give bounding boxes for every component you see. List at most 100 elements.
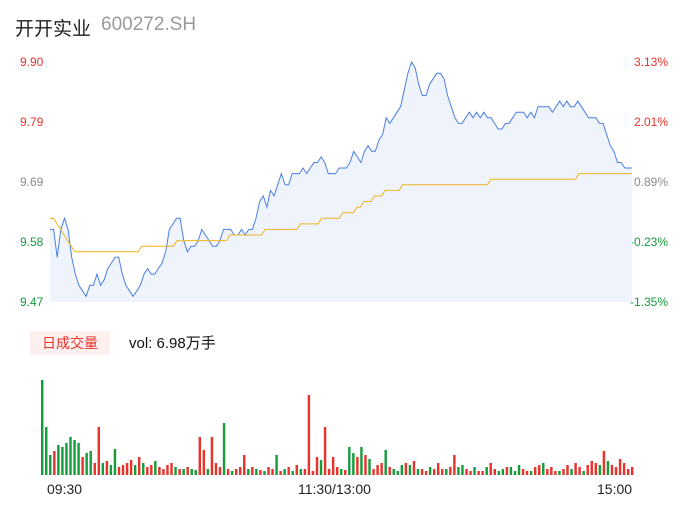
volume-bar <box>137 457 141 475</box>
volume-bar <box>501 469 505 475</box>
time-label-mid: 11:30/13:00 <box>298 481 371 497</box>
pct-label-1: 2.01% <box>633 115 668 129</box>
volume-bar <box>77 443 80 475</box>
price-line <box>50 60 632 298</box>
volume-bar <box>166 465 169 475</box>
volume-bar <box>162 469 165 475</box>
volume-bar <box>457 467 460 475</box>
volume-bar <box>554 471 557 475</box>
volume-bar <box>57 445 60 475</box>
volume-bar <box>610 465 614 475</box>
volume-bar <box>214 463 218 475</box>
volume-bar <box>574 463 577 475</box>
volume-bar <box>125 463 129 475</box>
volume-bar <box>364 455 367 475</box>
volume-bar <box>461 465 464 475</box>
volume-bar <box>206 469 210 475</box>
volume-bar <box>109 465 113 475</box>
volume-bar <box>287 467 290 475</box>
volume-bar <box>533 467 537 475</box>
price-label-3: 9.58 <box>20 235 44 249</box>
volume-bar <box>275 455 278 475</box>
stock-code: 600272.SH <box>101 14 197 35</box>
volume-bar <box>158 467 161 475</box>
volume-bar <box>485 467 488 475</box>
volume-bar <box>348 447 351 475</box>
volume-bar <box>598 465 602 475</box>
volume-bar <box>505 467 509 475</box>
volume-bar <box>497 471 501 475</box>
volume-bar <box>263 471 266 475</box>
volume-bar <box>239 467 242 475</box>
volume-bar <box>121 465 125 475</box>
volume-bar <box>331 457 335 475</box>
volume-bar <box>45 427 48 475</box>
volume-bar <box>295 465 298 475</box>
volume-bar <box>327 469 331 475</box>
volume-bar <box>142 463 145 475</box>
volume-bar <box>283 469 286 475</box>
volume-bar <box>570 469 573 475</box>
volume-bar <box>307 395 311 475</box>
volume-bar <box>49 455 52 475</box>
volume-bar <box>335 467 339 475</box>
volume-bar <box>424 471 428 475</box>
volume-bar <box>566 465 569 475</box>
volume-bar <box>69 437 72 475</box>
volume-bar <box>319 460 323 475</box>
volume-bar <box>271 469 274 475</box>
volume-bar <box>267 467 270 475</box>
volume-bar <box>133 465 137 475</box>
volume-bar <box>190 469 193 475</box>
volume-bar <box>61 447 64 475</box>
time-label-close: 15:00 <box>597 481 633 497</box>
volume-bar <box>408 465 412 475</box>
volume-bar <box>578 467 581 475</box>
volume-bar <box>210 437 214 475</box>
price-area-fill <box>50 62 632 302</box>
volume-bar <box>525 471 529 475</box>
volume-bar <box>618 459 622 475</box>
volume-bar <box>626 469 630 475</box>
volume-bar <box>602 451 606 475</box>
price-label-1: 9.79 <box>20 115 44 129</box>
volume-bar <box>105 461 109 475</box>
volume-bar <box>538 465 541 475</box>
volume-bar <box>194 470 197 475</box>
volume-bar <box>630 467 634 475</box>
volume-bar <box>299 469 303 475</box>
volume-bar <box>360 447 363 475</box>
volume-bar <box>315 457 319 475</box>
volume-bar <box>323 427 327 475</box>
volume-bar <box>344 470 347 475</box>
volume-bar <box>101 463 105 475</box>
volume-bar <box>622 463 626 475</box>
volume-bar <box>53 451 56 475</box>
volume-bar <box>412 461 416 475</box>
volume-bar <box>437 463 440 475</box>
pct-label-0: 3.13% <box>633 55 668 69</box>
volume-bar <box>441 469 444 475</box>
volume-bar <box>65 443 68 475</box>
volume-bar <box>542 463 545 475</box>
volume-bar <box>202 450 206 475</box>
time-label-open: 09:30 <box>47 481 83 497</box>
volume-bar <box>226 469 230 475</box>
volume-bar <box>113 449 117 475</box>
volume-bar <box>396 471 400 475</box>
volume-bar <box>606 461 610 475</box>
volume-bar <box>41 380 44 475</box>
volume-bar <box>416 469 420 475</box>
volume-bar <box>174 467 177 475</box>
pct-label-4: -1.35% <box>629 295 668 309</box>
volume-bar <box>562 469 565 475</box>
volume-bar <box>352 453 355 475</box>
price-label-2: 9.69 <box>20 175 44 189</box>
volume-bar <box>243 455 246 475</box>
volume-bar <box>582 471 585 475</box>
volume-bar <box>489 463 492 475</box>
volume-bar <box>558 471 561 475</box>
volume-bar <box>368 459 371 475</box>
volume-bar <box>376 465 379 475</box>
